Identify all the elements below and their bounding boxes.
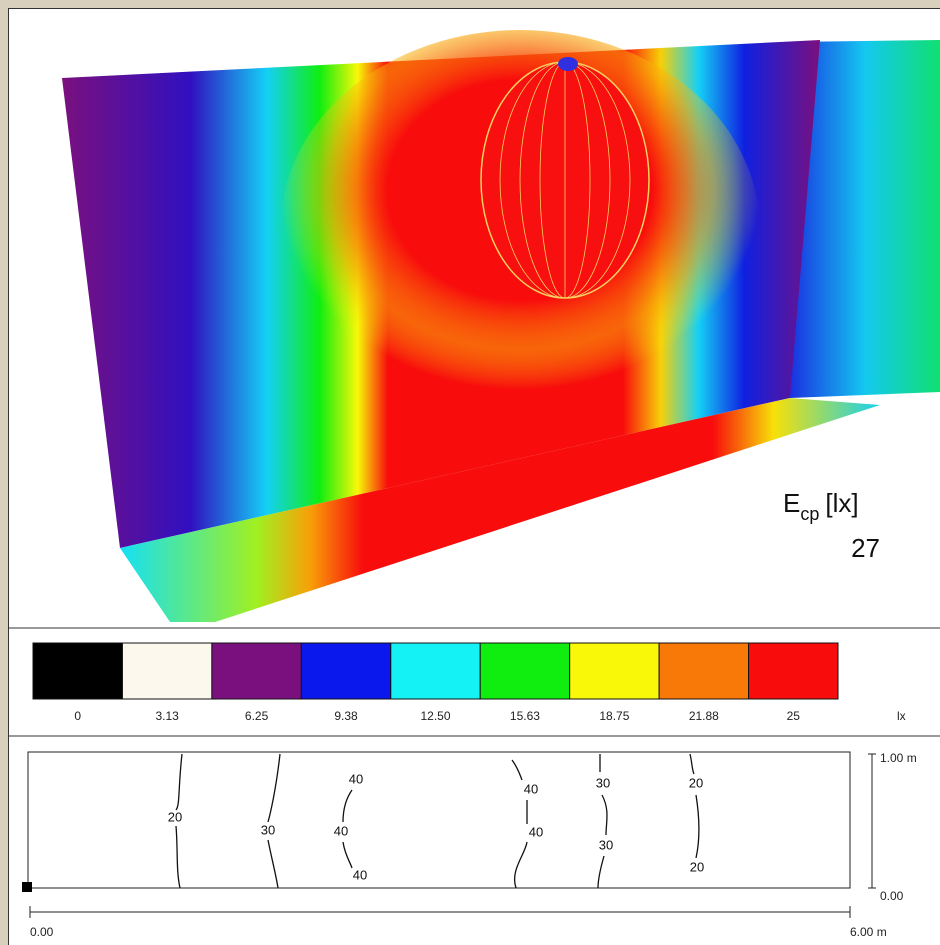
dimension-label: 0.00 bbox=[30, 925, 54, 939]
quantity: E bbox=[783, 488, 800, 518]
legend-swatch bbox=[659, 643, 748, 699]
dimension-label: 1.00 m bbox=[880, 751, 917, 765]
origin-marker bbox=[22, 882, 32, 892]
legend-swatch bbox=[480, 643, 569, 699]
subscript: cp bbox=[800, 504, 819, 524]
dimension-label: 0.00 bbox=[880, 889, 904, 903]
isoline-label: 40 bbox=[524, 781, 538, 796]
figure: Ecp [lx] 27 0 3.13 6.25 9.38 12.50 15.63 18.75 2… bbox=[0, 0, 940, 945]
isolines bbox=[176, 754, 699, 888]
legend-swatch bbox=[301, 643, 390, 699]
quantity-label: Ecp [lx] bbox=[783, 488, 859, 524]
isoline-label: 20 bbox=[690, 859, 704, 874]
luminaire-cap bbox=[558, 57, 578, 71]
render-view: Ecp [lx] 27 bbox=[62, 30, 940, 622]
dimension-lines bbox=[30, 754, 876, 918]
legend-label: 15.63 bbox=[510, 709, 540, 723]
legend-label: 18.75 bbox=[599, 709, 629, 723]
dimension-label: 6.00 m bbox=[850, 925, 887, 939]
isoline-label: 30 bbox=[261, 822, 275, 837]
legend-swatch bbox=[33, 643, 122, 699]
value: 27 bbox=[851, 533, 880, 563]
legend-swatch bbox=[122, 643, 211, 699]
page: {"render": {"quantity": "E", "subscript"… bbox=[0, 0, 940, 945]
legend-label: 9.38 bbox=[334, 709, 358, 723]
legend-label: 25 bbox=[787, 709, 801, 723]
isoline-label: 30 bbox=[599, 837, 613, 852]
isoline-label: 30 bbox=[596, 775, 610, 790]
isoline-label: 40 bbox=[353, 867, 367, 882]
legend-label: 12.50 bbox=[420, 709, 450, 723]
legend-label: 3.13 bbox=[155, 709, 179, 723]
color-legend: 0 3.13 6.25 9.38 12.50 15.63 18.75 21.88 25 bbox=[33, 643, 838, 723]
plan-outline bbox=[28, 752, 850, 888]
isoline-label: 40 bbox=[529, 824, 543, 839]
isoline-label: 40 bbox=[334, 823, 348, 838]
legend-label: 21.88 bbox=[689, 709, 719, 723]
legend-label: 6.25 bbox=[245, 709, 269, 723]
legend-swatch bbox=[391, 643, 480, 699]
legend-swatch bbox=[570, 643, 659, 699]
isoline-label: 20 bbox=[689, 775, 703, 790]
isoline-plot: 20 30 40 40 40 40 40 30 30 20 20 1.00 m … bbox=[22, 751, 917, 939]
isoline-label: 40 bbox=[349, 771, 363, 786]
legend-unit: lx bbox=[897, 709, 906, 723]
isoline-label: 20 bbox=[168, 809, 182, 824]
unit: [lx] bbox=[825, 488, 858, 518]
legend-swatch bbox=[749, 643, 838, 699]
legend-swatch bbox=[212, 643, 301, 699]
legend-label: 0 bbox=[74, 709, 81, 723]
